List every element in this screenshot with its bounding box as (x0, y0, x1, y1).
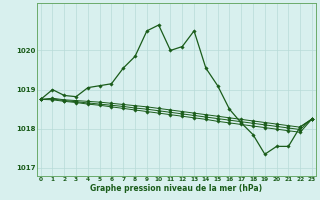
X-axis label: Graphe pression niveau de la mer (hPa): Graphe pression niveau de la mer (hPa) (90, 184, 262, 193)
